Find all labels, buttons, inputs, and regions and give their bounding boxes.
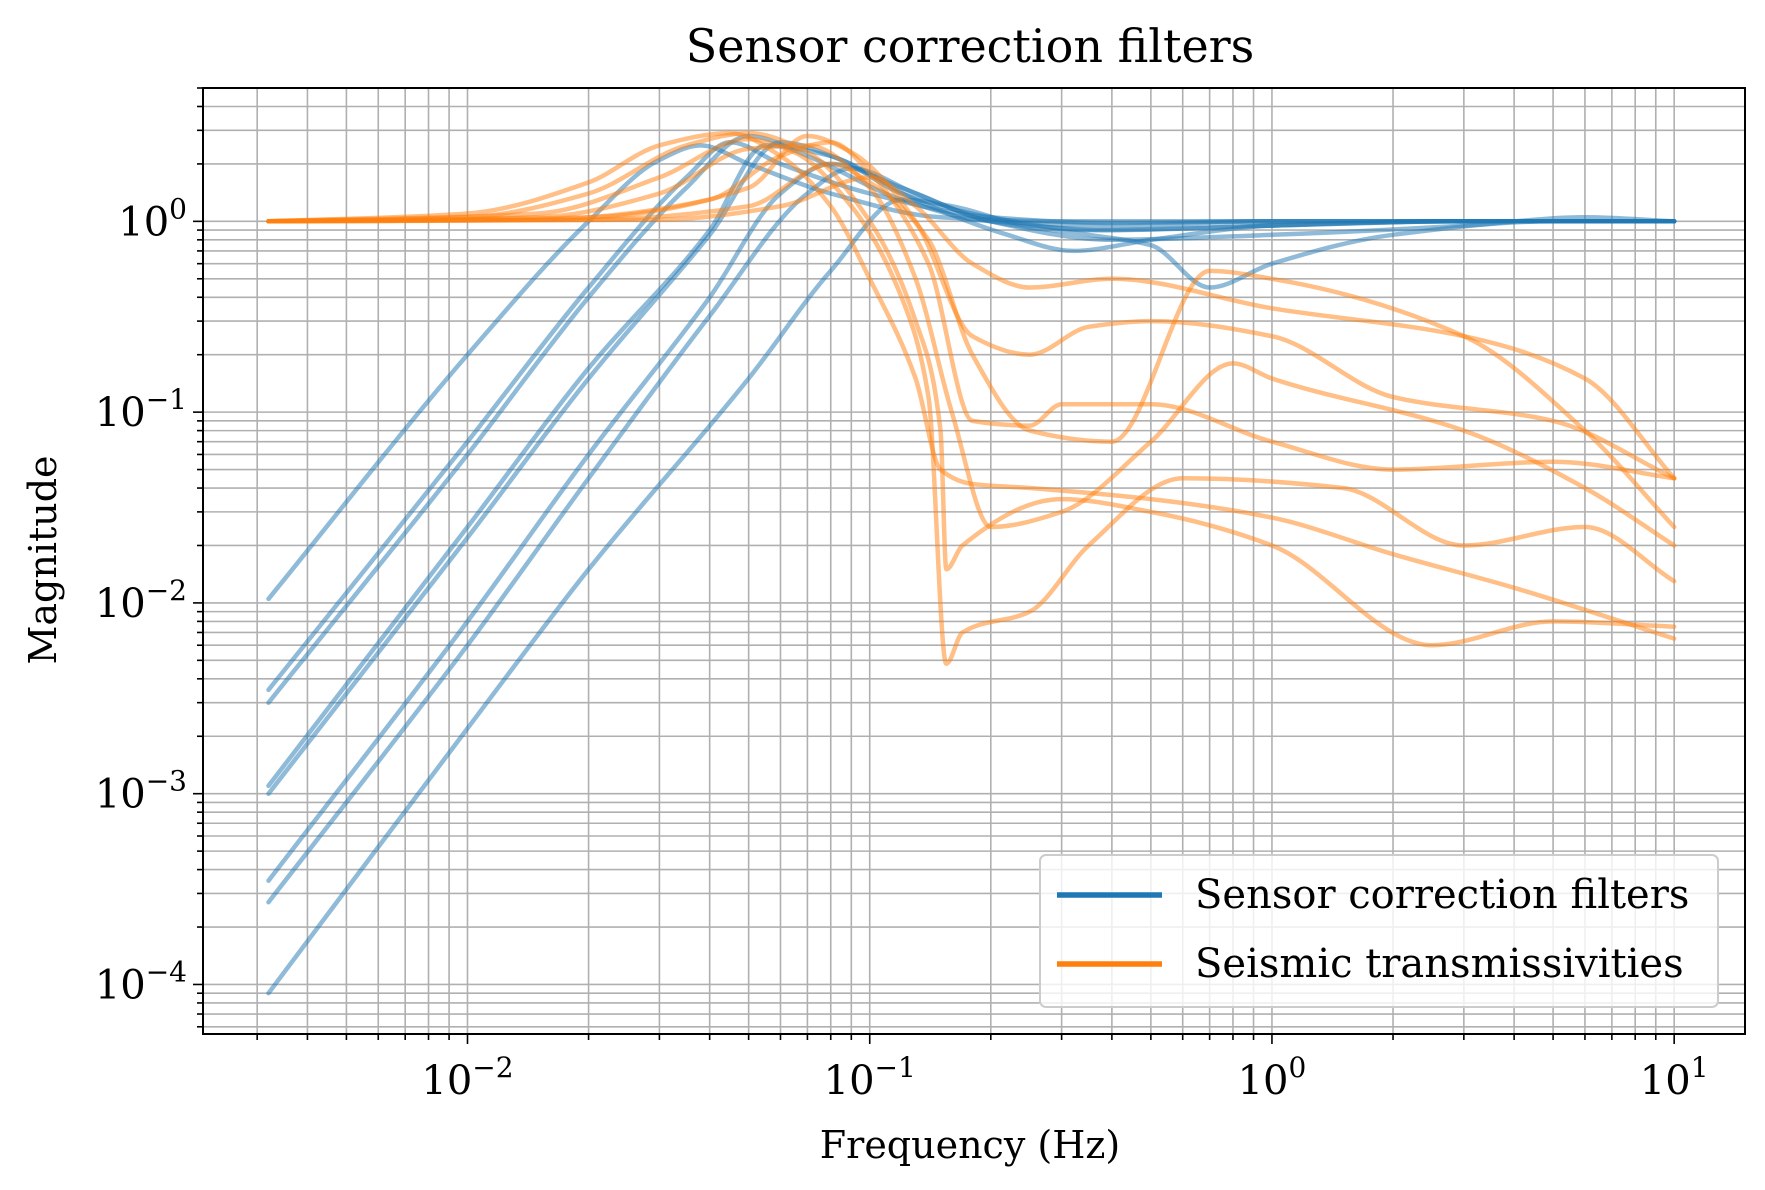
seismic-transmissivity-line bbox=[266, 130, 1677, 641]
y-tick-label: 10−1 bbox=[95, 383, 187, 436]
y-tick-label: 100 bbox=[118, 192, 187, 245]
y-tick-label: 10−3 bbox=[95, 765, 187, 818]
x-axis-label: Frequency (Hz) bbox=[820, 1123, 1120, 1167]
seismic-transmissivity-line bbox=[266, 143, 1677, 548]
seismic-transmissivity-line bbox=[266, 130, 1677, 648]
y-axis-label: Magnitude bbox=[21, 455, 65, 664]
sensor-correction-filter-line bbox=[266, 165, 1677, 905]
x-tick-label: 100 bbox=[1238, 1051, 1307, 1104]
legend-box bbox=[1039, 854, 1719, 1008]
y-tick-label: 10−2 bbox=[95, 574, 187, 627]
tick-layer bbox=[193, 87, 1675, 1044]
tick-label-layer: 10−2 10−1 100 101 10−4 10−3 10−2 10−1 100 bbox=[95, 192, 1709, 1104]
x-tick-label: 101 bbox=[1640, 1051, 1709, 1104]
y-tick-label: 10−4 bbox=[95, 955, 187, 1008]
x-tick-label: 10−2 bbox=[421, 1051, 513, 1104]
series-layer bbox=[266, 130, 1677, 996]
legend-label-seismic-transmissivities: Seismic transmissivities bbox=[1195, 941, 1684, 987]
chart-title: Sensor correction filters bbox=[686, 19, 1255, 73]
seismic-transmissivity-line bbox=[266, 133, 1677, 481]
legend: Sensor correction filters Seismic transm… bbox=[1039, 854, 1719, 1008]
seismic-transmissivity-line bbox=[266, 175, 1677, 481]
plot-frame bbox=[202, 87, 1746, 1035]
legend-label-sensor-correction-filters: Sensor correction filters bbox=[1195, 872, 1689, 918]
seismic-transmissivity-line bbox=[266, 136, 1677, 666]
x-tick-label: 10−1 bbox=[824, 1051, 916, 1104]
